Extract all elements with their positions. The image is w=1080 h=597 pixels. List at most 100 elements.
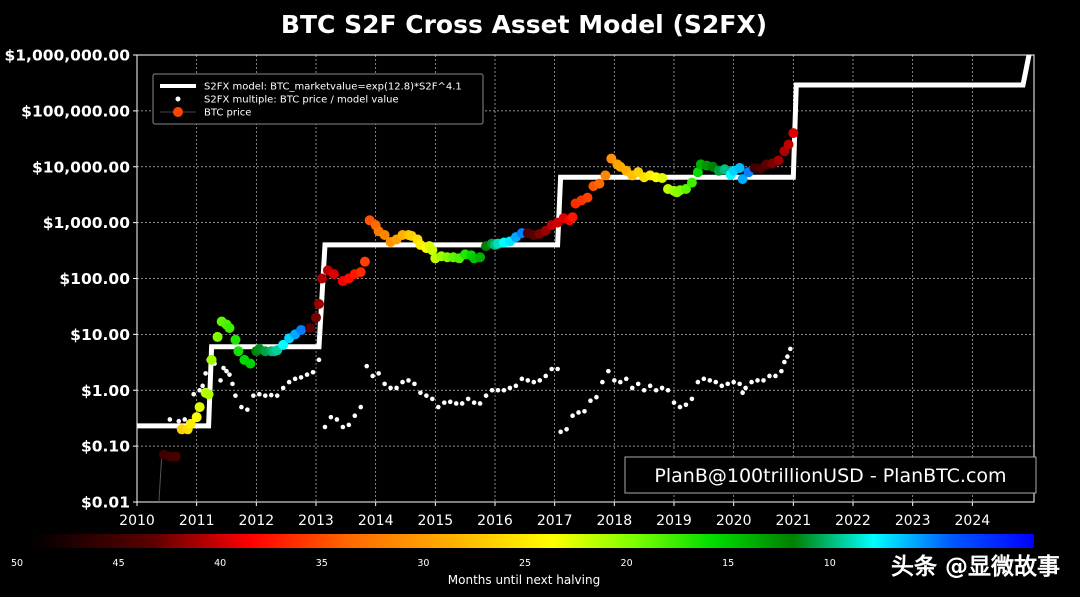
multiple-point	[761, 378, 766, 383]
x-tick-label: 2010	[119, 513, 155, 529]
price-point	[233, 346, 244, 357]
multiple-point	[310, 369, 316, 375]
legend: S2FX model: BTC_marketvalue=exp(12.8)*S2…	[152, 73, 484, 125]
multiple-point	[200, 383, 205, 389]
multiple-point	[606, 368, 611, 374]
multiple-point	[328, 414, 334, 420]
price-point	[692, 167, 703, 178]
multiple-point	[671, 400, 677, 405]
multiple-point	[594, 394, 599, 400]
multiple-point	[406, 378, 411, 383]
colorbar: 50 45 40 35 30 25 20 15 10 Months until next hal…	[11, 534, 1034, 587]
price-point	[224, 323, 235, 334]
multiple-point	[641, 387, 647, 393]
price-point	[206, 354, 217, 365]
legend-multiple-label: S2FX multiple: BTC price / model value	[204, 95, 399, 106]
multiple-point	[647, 383, 653, 389]
multiple-point	[233, 393, 238, 398]
multiple-point	[743, 385, 748, 391]
legend-price-swatch	[173, 107, 183, 117]
multiple-point	[588, 398, 593, 404]
y-tick-label: $1,000.00	[43, 214, 130, 232]
multiple-point	[268, 392, 274, 398]
x-tick-label: 2015	[418, 513, 454, 529]
multiple-point	[501, 387, 507, 393]
x-tick-label: 2020	[716, 513, 752, 529]
price-point	[230, 334, 241, 345]
price-stem	[158, 454, 163, 503]
multiple-point	[352, 413, 358, 419]
multiple-point	[788, 346, 793, 352]
multiple-point	[230, 381, 235, 387]
multiple-point	[767, 373, 772, 379]
watermark: 头条 @显微故事	[891, 553, 1060, 580]
multiple-point	[394, 385, 399, 391]
multiple-point	[779, 368, 784, 374]
multiple-point	[582, 409, 587, 414]
price-point	[427, 245, 438, 256]
colorbar-tick-label: 50	[11, 558, 23, 569]
multiple-point	[570, 413, 575, 419]
price-point	[475, 252, 486, 263]
multiple-point	[176, 418, 182, 424]
multiple-point	[576, 410, 581, 415]
credit-text: PlanB@100trillionUSD - PlanBTC.com	[654, 465, 1006, 487]
price-point	[328, 269, 339, 280]
multiple-point	[197, 387, 202, 393]
x-tick-label: 2023	[895, 513, 931, 529]
multiple-point	[227, 372, 232, 377]
multiple-point	[251, 393, 256, 398]
multiple-point	[707, 378, 713, 383]
y-tick-label: $100,000.00	[21, 102, 130, 120]
colorbar-gradient	[30, 534, 1034, 548]
multiple-point	[683, 402, 689, 408]
multiple-point	[346, 422, 352, 428]
price-point	[311, 312, 321, 323]
price-point	[203, 389, 214, 400]
s2fx-model-line	[137, 54, 1032, 429]
multiple-point	[424, 393, 429, 398]
price-point	[594, 178, 605, 189]
x-tick-label: 2014	[358, 513, 394, 529]
multiple-point	[725, 381, 730, 387]
price-point	[278, 339, 289, 350]
x-tick-label: 2024	[955, 513, 991, 529]
multiple-point	[316, 357, 322, 363]
price-point	[567, 212, 578, 223]
colorbar-label: Months until next halving	[448, 573, 600, 587]
price-point	[191, 412, 202, 423]
colorbar-tick-label: 30	[417, 558, 429, 569]
multiple-point	[167, 417, 173, 422]
x-tick-label: 2012	[239, 513, 275, 529]
multiple-point	[483, 393, 489, 398]
price-point	[296, 324, 307, 335]
legend-model-label: S2FX model: BTC_marketvalue=exp(12.8)*S2…	[204, 82, 462, 93]
multiple-point	[382, 381, 387, 387]
multiple-point	[677, 404, 683, 410]
multiple-point	[400, 379, 405, 385]
colorbar-tick-label: 45	[113, 558, 125, 569]
multiple-point	[364, 363, 370, 369]
y-tick-label: $100.00	[59, 270, 130, 288]
multiple-point	[555, 366, 560, 372]
price-point	[194, 402, 205, 413]
multiple-point	[453, 401, 459, 406]
multiple-point	[203, 371, 208, 376]
price-point	[737, 174, 748, 185]
colorbar-tick-label: 40	[214, 558, 226, 569]
multiple-point	[629, 385, 635, 391]
price-point	[680, 183, 691, 194]
price-point	[773, 155, 784, 166]
s2fx-multiple-points	[167, 346, 793, 435]
multiple-point	[719, 383, 725, 389]
multiple-point	[298, 375, 304, 380]
y-tick-label: $1.00	[81, 382, 130, 400]
multiple-point	[280, 385, 286, 391]
multiple-point	[245, 407, 250, 412]
multiple-point	[558, 429, 563, 435]
multiple-point	[376, 371, 381, 376]
multiple-point	[304, 372, 310, 377]
multiple-point	[564, 427, 569, 432]
multiple-point	[623, 376, 629, 382]
